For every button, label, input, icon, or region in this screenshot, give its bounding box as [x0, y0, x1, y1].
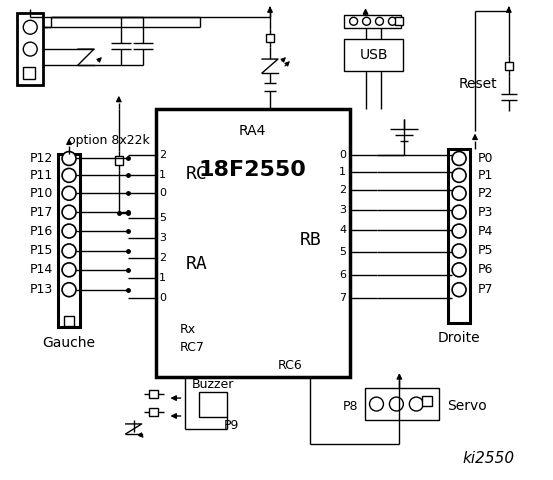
Text: P5: P5 — [478, 244, 493, 257]
Circle shape — [452, 244, 466, 258]
Text: P11: P11 — [30, 169, 53, 182]
Text: 7: 7 — [339, 293, 346, 303]
Text: 3: 3 — [339, 205, 346, 215]
Text: P0: P0 — [478, 152, 493, 165]
Text: P17: P17 — [30, 205, 53, 219]
Text: P15: P15 — [30, 244, 53, 257]
Bar — [115, 156, 123, 165]
Text: P13: P13 — [30, 283, 53, 296]
Circle shape — [452, 205, 466, 219]
Bar — [58, 154, 80, 327]
Text: P4: P4 — [478, 225, 493, 238]
Text: P16: P16 — [30, 225, 53, 238]
Bar — [149, 390, 158, 398]
Text: RA: RA — [185, 255, 207, 273]
Circle shape — [452, 263, 466, 277]
Text: P2: P2 — [478, 187, 493, 200]
Circle shape — [452, 224, 466, 238]
Text: 5: 5 — [339, 247, 346, 257]
Bar — [155, 109, 349, 377]
Text: P8: P8 — [343, 399, 358, 412]
Bar — [149, 408, 158, 416]
Circle shape — [452, 186, 466, 200]
Text: 18F2550: 18F2550 — [199, 160, 306, 180]
Circle shape — [62, 186, 76, 200]
Circle shape — [389, 397, 403, 411]
Text: Gauche: Gauche — [43, 336, 96, 350]
Circle shape — [388, 17, 397, 25]
Bar — [17, 13, 43, 85]
Bar — [64, 315, 74, 325]
Circle shape — [363, 17, 371, 25]
Bar — [422, 396, 432, 406]
Text: Rx: Rx — [180, 323, 196, 336]
Text: RC6: RC6 — [278, 359, 302, 372]
Text: P1: P1 — [478, 169, 493, 182]
Text: P10: P10 — [30, 187, 53, 200]
Circle shape — [23, 42, 37, 56]
Text: P12: P12 — [30, 152, 53, 165]
Text: RC7: RC7 — [180, 341, 205, 354]
Text: P14: P14 — [30, 264, 53, 276]
Text: P6: P6 — [478, 264, 493, 276]
Text: 4: 4 — [339, 225, 346, 235]
Bar — [454, 153, 464, 162]
Circle shape — [409, 397, 423, 411]
Text: Servo: Servo — [447, 399, 487, 413]
Text: 1: 1 — [159, 273, 166, 283]
Text: 5: 5 — [159, 213, 166, 223]
Text: USB: USB — [359, 48, 388, 62]
Text: 0: 0 — [339, 151, 346, 160]
Circle shape — [62, 168, 76, 182]
Bar — [23, 67, 35, 79]
Circle shape — [62, 152, 76, 166]
Circle shape — [62, 244, 76, 258]
Text: 6: 6 — [339, 270, 346, 280]
Text: 1: 1 — [159, 170, 166, 180]
Circle shape — [452, 168, 466, 182]
Bar — [200, 392, 227, 417]
Text: 2: 2 — [159, 151, 166, 160]
Bar — [343, 39, 403, 71]
Text: Buzzer: Buzzer — [192, 378, 234, 391]
Bar — [448, 148, 470, 323]
Text: P3: P3 — [478, 205, 493, 219]
Circle shape — [369, 397, 383, 411]
Text: option 8x22k: option 8x22k — [68, 134, 150, 147]
Circle shape — [349, 17, 358, 25]
Text: 3: 3 — [159, 233, 166, 243]
Text: Reset: Reset — [458, 77, 497, 91]
Text: P9: P9 — [223, 420, 239, 432]
Circle shape — [452, 152, 466, 166]
Text: RC: RC — [185, 166, 207, 183]
Circle shape — [62, 263, 76, 277]
Bar — [266, 34, 274, 42]
Text: 2: 2 — [159, 253, 166, 263]
Bar — [395, 17, 403, 25]
Bar — [505, 61, 513, 71]
Text: 0: 0 — [159, 293, 166, 303]
Circle shape — [23, 20, 37, 34]
Text: RA4: RA4 — [239, 124, 267, 138]
Text: ki2550: ki2550 — [463, 451, 515, 466]
Text: Droite: Droite — [438, 331, 481, 346]
Text: 1: 1 — [339, 168, 346, 178]
Text: 0: 0 — [159, 188, 166, 198]
Circle shape — [62, 205, 76, 219]
Circle shape — [375, 17, 383, 25]
Text: RB: RB — [300, 231, 322, 249]
Circle shape — [62, 283, 76, 297]
Circle shape — [452, 283, 466, 297]
Text: 2: 2 — [339, 185, 346, 195]
Circle shape — [62, 224, 76, 238]
Bar — [364, 388, 439, 420]
Bar — [343, 15, 401, 28]
Text: P7: P7 — [478, 283, 493, 296]
